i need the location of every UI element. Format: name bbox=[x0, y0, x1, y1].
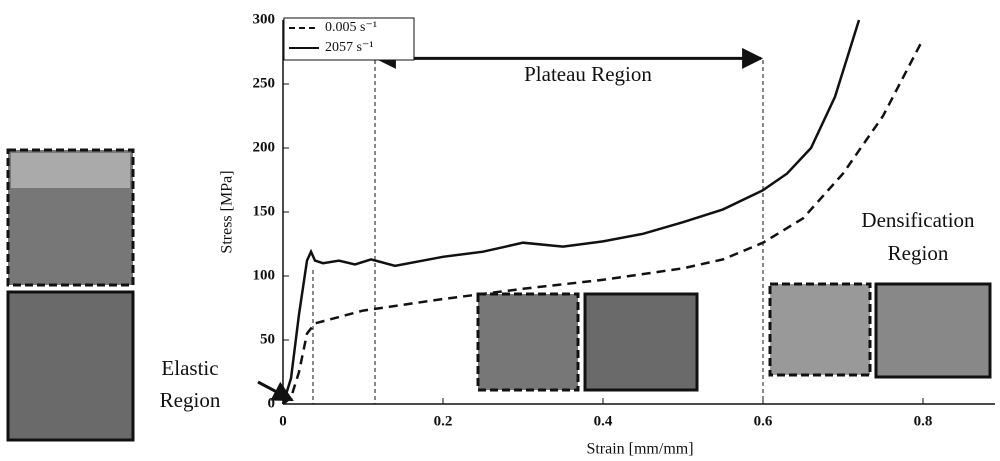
photo bbox=[583, 292, 699, 392]
y-tick-label: 100 bbox=[253, 267, 276, 283]
y-tick-label: 0 bbox=[268, 395, 276, 411]
annotation: Region bbox=[888, 241, 949, 265]
annotation: Plateau Region bbox=[524, 62, 652, 86]
photo bbox=[874, 282, 992, 379]
annotation: Region bbox=[160, 388, 221, 412]
y-tick-label: 200 bbox=[253, 139, 276, 155]
photo bbox=[476, 292, 580, 392]
x-tick-label: 0.4 bbox=[594, 413, 613, 429]
x-axis-label: Strain [mm/mm] bbox=[586, 441, 693, 458]
annotation: Elastic bbox=[161, 356, 218, 380]
annotation: Densification bbox=[861, 208, 975, 232]
y-tick-label: 50 bbox=[260, 331, 275, 347]
y-tick-label: 300 bbox=[253, 11, 276, 27]
x-tick-label: 0 bbox=[279, 413, 287, 429]
series-line bbox=[282, 38, 925, 405]
x-tick-label: 0.2 bbox=[434, 413, 453, 429]
photo-part bbox=[11, 153, 130, 188]
y-tick-label: 250 bbox=[253, 75, 276, 91]
legend-box bbox=[283, 17, 415, 61]
y-tick-label: 150 bbox=[253, 203, 276, 219]
y-axis-label: Stress [MPa] bbox=[219, 170, 236, 253]
photo bbox=[768, 282, 872, 377]
photos bbox=[6, 148, 992, 442]
legend-label: 0.005 s⁻¹ bbox=[325, 20, 377, 35]
x-tick-label: 0.8 bbox=[914, 413, 933, 429]
photo bbox=[6, 290, 135, 442]
x-tick-label: 0.6 bbox=[754, 413, 773, 429]
legend-label: 2057 s⁻¹ bbox=[325, 40, 374, 55]
series-line bbox=[281, 19, 861, 405]
